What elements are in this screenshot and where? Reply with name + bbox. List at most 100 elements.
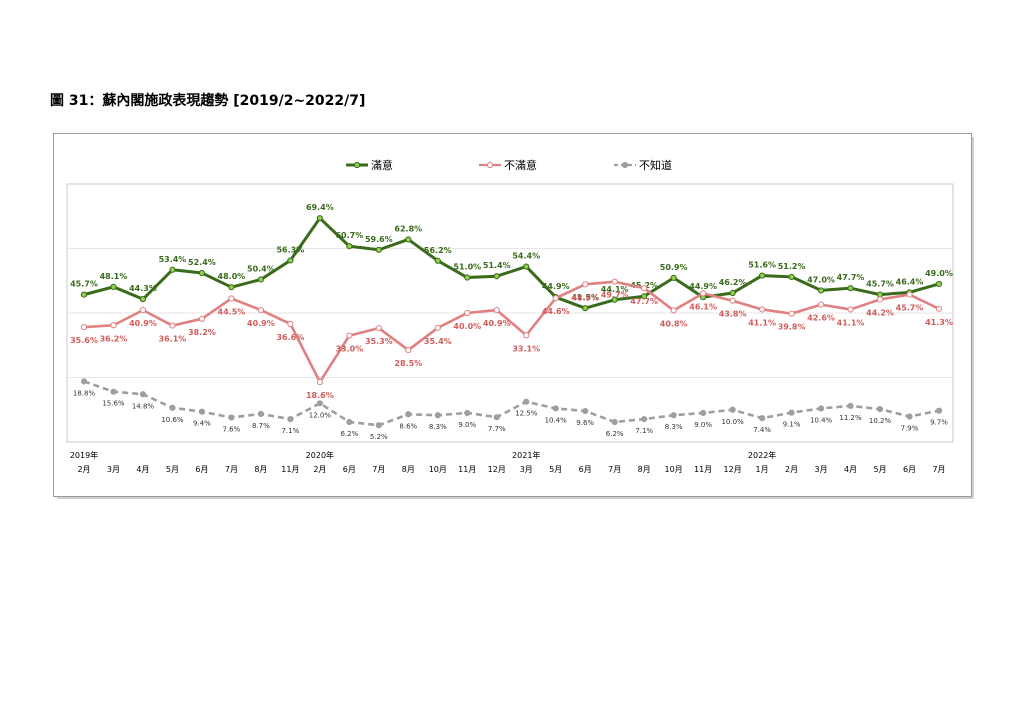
- data-point: [257, 276, 264, 283]
- x-tick-label: 2月: [785, 465, 798, 474]
- data-point: [788, 310, 795, 317]
- data-label: 7.4%: [753, 426, 771, 434]
- data-label: 8.7%: [252, 422, 270, 430]
- series-layer: 45.7%48.1%44.3%53.4% 52.4%48.0%50.4%56.3%…: [70, 203, 953, 441]
- data-point: [287, 320, 294, 328]
- data-label: 14.8%: [132, 402, 155, 410]
- x-tick-label: 2月: [313, 465, 326, 474]
- data-point: [493, 306, 500, 314]
- x-tick-label: 7月: [932, 465, 945, 474]
- figure-title: 圖 31：蘇內閣施政表現趨勢 [2019/2~2022/7]: [50, 93, 366, 109]
- x-tick-label: 5月: [549, 465, 562, 474]
- data-point: [788, 409, 795, 416]
- data-label: 44.3%: [129, 284, 157, 293]
- series-line: [83, 280, 940, 384]
- data-label: 41.3%: [925, 318, 953, 327]
- data-label: 40.9%: [129, 319, 157, 328]
- data-label: 9.0%: [694, 421, 712, 429]
- x-tick-label: 7月: [608, 465, 621, 474]
- data-label: 28.5%: [394, 359, 422, 368]
- legend-marker: [621, 161, 629, 169]
- data-point: [552, 295, 559, 302]
- data-label: 33.0%: [335, 345, 363, 354]
- legend: 滿意 不滿意 不知道: [346, 158, 672, 172]
- data-point: [847, 402, 854, 409]
- data-label: 44.6%: [542, 307, 570, 316]
- x-tick-label: 1月: [756, 465, 769, 474]
- data-label: 33.1%: [512, 344, 540, 353]
- data-label: 44.2%: [866, 308, 894, 317]
- x-tick-label: 3月: [520, 465, 533, 474]
- data-point: [375, 325, 382, 332]
- x-tick-label: 12月: [724, 465, 742, 474]
- data-point: [80, 378, 88, 385]
- data-point: [729, 289, 736, 297]
- data-label: 12.0%: [309, 411, 332, 419]
- data-label: 10.4%: [545, 416, 568, 424]
- x-tick-label: 4月: [844, 465, 857, 474]
- data-label: 40.9%: [483, 319, 511, 328]
- data-point: [759, 306, 766, 313]
- data-point: [375, 246, 382, 253]
- data-point: [935, 280, 943, 288]
- data-point: [935, 407, 943, 414]
- x-tick-label: 11月: [458, 465, 476, 474]
- data-label: 51.2%: [778, 262, 806, 271]
- data-label: 10.2%: [869, 417, 892, 425]
- legend-label: 不滿意: [504, 158, 537, 172]
- data-point: [316, 378, 323, 386]
- x-tick-label: 11月: [694, 465, 712, 474]
- data-point: [405, 346, 412, 354]
- data-point: [110, 322, 117, 329]
- data-point: [670, 274, 677, 281]
- data-label: 48.1%: [100, 272, 128, 281]
- data-point: [316, 400, 323, 407]
- data-point: [817, 405, 825, 412]
- data-label: 6.2%: [606, 430, 624, 438]
- data-point: [405, 236, 412, 243]
- data-label: 56.3%: [276, 245, 304, 254]
- data-label: 35.6%: [70, 336, 98, 345]
- data-point: [80, 291, 88, 298]
- data-point: [700, 290, 707, 297]
- x-axis: 2月 3月 4月 5月 6月 7月 8月 11月 2月 6月 7月 8月 10月 11月 12月 3月 5月 6月…: [70, 450, 946, 474]
- data-point: [817, 287, 825, 294]
- year-label: 2021年: [512, 450, 540, 460]
- data-point: [110, 283, 117, 290]
- data-label: 9.4%: [193, 420, 211, 428]
- data-label: 41.5%: [571, 293, 599, 302]
- data-point: [169, 322, 176, 329]
- data-point: [493, 414, 500, 421]
- data-label: 41.1%: [748, 318, 776, 327]
- data-point: [287, 416, 294, 423]
- data-point: [257, 410, 264, 418]
- data-point: [228, 284, 235, 291]
- chart-frame: 滿意 不滿意 不知道 45.7% 48.1% 44.3% 53.4% 52.4% 48.0% 5…: [53, 133, 972, 497]
- x-tick-label: 8月: [638, 465, 651, 474]
- data-label: 46.1%: [689, 302, 717, 311]
- data-point: [759, 272, 766, 279]
- data-point: [641, 285, 648, 292]
- data-point: [493, 273, 500, 280]
- data-label: 54.4%: [512, 252, 540, 261]
- x-tick-label: 7月: [372, 465, 385, 474]
- data-label: 7.9%: [901, 425, 919, 433]
- data-point: [670, 307, 677, 314]
- data-label: 49.7%: [601, 291, 629, 300]
- data-point: [817, 301, 825, 308]
- data-point: [375, 422, 382, 429]
- data-label: 48.9%: [571, 293, 599, 302]
- data-label: 44.5%: [218, 307, 246, 316]
- x-tick-label: 4月: [136, 465, 149, 474]
- data-point: [906, 291, 913, 298]
- year-label: 2020年: [306, 450, 334, 460]
- data-point: [847, 306, 854, 313]
- data-point: [169, 266, 176, 273]
- data-point: [729, 297, 736, 304]
- data-label: 44.9%: [542, 282, 570, 291]
- x-tick-label: 2月: [77, 465, 90, 474]
- data-label: 36.6%: [276, 333, 304, 342]
- data-point: [582, 407, 589, 415]
- data-point: [287, 257, 294, 264]
- x-tick-label: 5月: [873, 465, 886, 474]
